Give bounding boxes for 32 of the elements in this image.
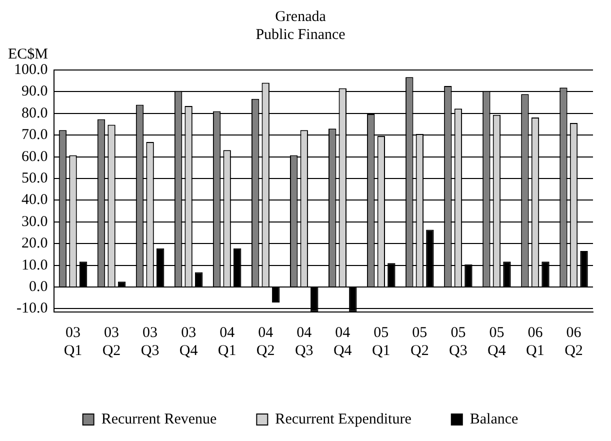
- chart-title: Grenada: [275, 8, 326, 25]
- x-tick-label: 04 Q3: [294, 324, 314, 359]
- y-tick-label: 50.0: [22, 170, 48, 186]
- x-tick-label: 06 Q1: [526, 324, 544, 359]
- x-tick-label: 03 Q2: [102, 324, 121, 359]
- x-tick-label: 04 Q1: [218, 324, 236, 359]
- y-tick-label: 30.0: [22, 214, 48, 230]
- y-tick-label: 40.0: [22, 192, 48, 208]
- y-tick-label: 70.0: [22, 127, 48, 144]
- x-tick-label: 03 Q3: [140, 324, 160, 359]
- y-axis-title: EC$M: [8, 46, 48, 62]
- x-tick-label: 04 Q4: [333, 324, 352, 359]
- x-tick-label: 04 Q2: [256, 324, 275, 359]
- chart-subtitle: Public Finance: [256, 26, 346, 43]
- legend-label: Recurrent Revenue: [101, 411, 218, 428]
- y-tick-label: 20.0: [22, 236, 48, 252]
- y-tick-label: 90.0: [22, 84, 48, 100]
- x-tick-label: 05 Q2: [410, 324, 429, 359]
- y-tick-label: 10.0: [22, 257, 48, 274]
- y-tick-label: 60.0: [22, 148, 48, 165]
- x-tick-label: 03 Q4: [179, 324, 198, 359]
- y-tick-label: 0.0: [29, 278, 48, 295]
- x-tick-label: 05 Q4: [488, 324, 506, 359]
- x-tick-label: 03 Q1: [64, 324, 82, 359]
- x-tick-label: 05 Q1: [372, 324, 390, 359]
- legend-label: Balance: [470, 411, 519, 428]
- y-tick-label: 100.0: [14, 62, 48, 78]
- y-tick-label: 80.0: [22, 105, 48, 122]
- y-tick-label: -10.0: [16, 300, 48, 317]
- x-tick-label: 05 Q3: [449, 324, 468, 359]
- x-tick-label: 06 Q2: [564, 324, 583, 359]
- legend-label: Recurrent Expenditure: [275, 411, 412, 428]
